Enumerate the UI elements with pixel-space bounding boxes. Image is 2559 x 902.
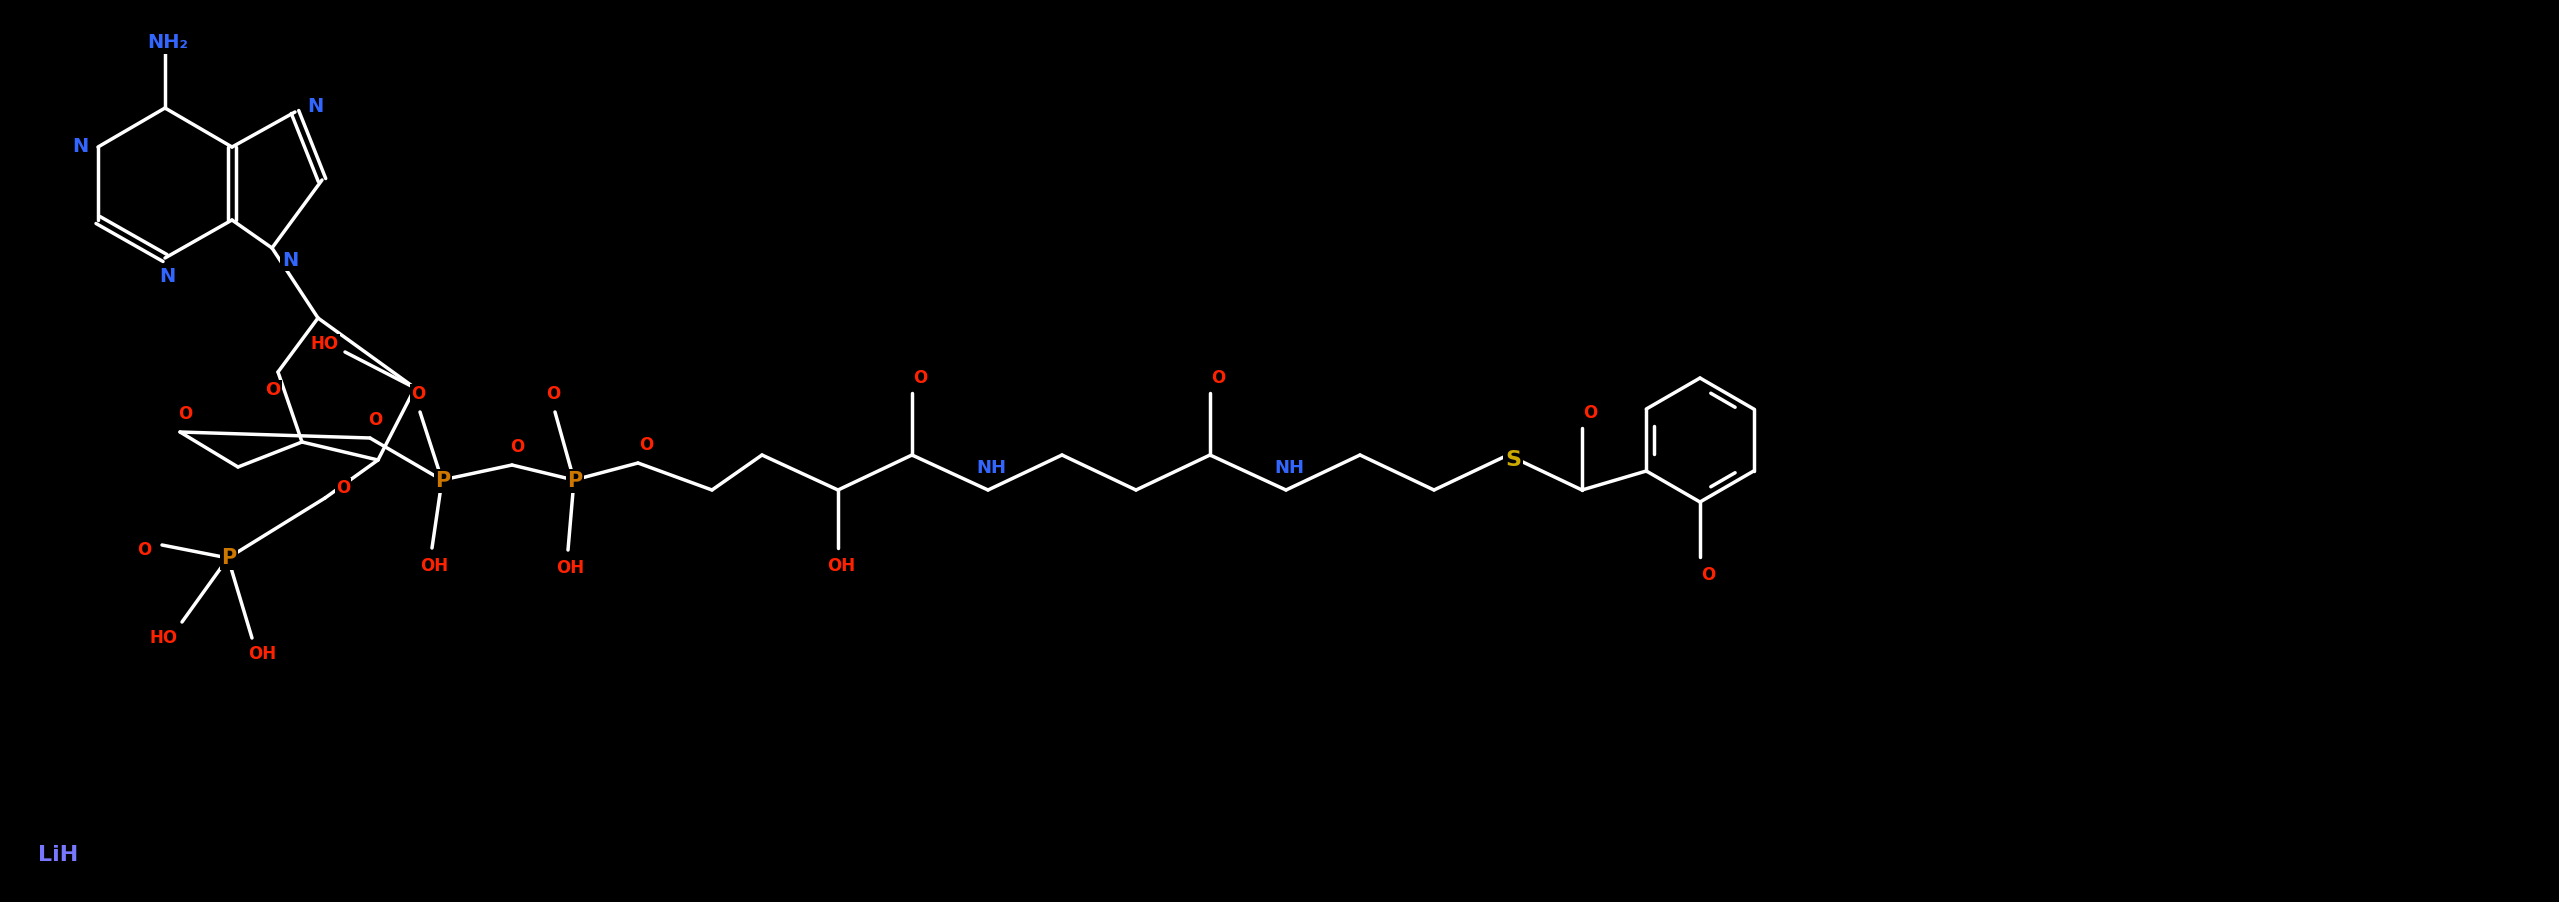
Text: O: O [335,479,351,497]
Text: N: N [72,137,87,157]
Text: O: O [368,411,381,429]
Text: OH: OH [248,645,276,663]
Text: HO: HO [151,629,179,647]
Text: O: O [545,385,560,403]
Text: OH: OH [827,557,855,575]
Text: HO: HO [312,335,338,353]
Text: O: O [914,369,926,387]
Text: O: O [640,436,653,454]
Text: OH: OH [420,557,448,575]
Text: O: O [136,541,151,559]
Text: N: N [281,251,299,270]
Text: O: O [179,405,192,423]
Text: O: O [509,438,525,456]
Text: P: P [223,548,235,568]
Text: NH: NH [1274,459,1305,477]
Text: LiH: LiH [38,845,79,865]
Text: S: S [1505,450,1520,470]
Text: NH: NH [975,459,1006,477]
Text: O: O [266,381,281,399]
Text: O: O [1702,566,1715,584]
Text: N: N [307,97,322,116]
Text: N: N [159,266,174,286]
Text: OH: OH [555,559,583,577]
Text: P: P [568,471,583,491]
Text: O: O [1584,404,1597,422]
Text: O: O [412,385,425,403]
Text: P: P [435,471,450,491]
Text: NH₂: NH₂ [148,33,189,52]
Text: O: O [1210,369,1226,387]
